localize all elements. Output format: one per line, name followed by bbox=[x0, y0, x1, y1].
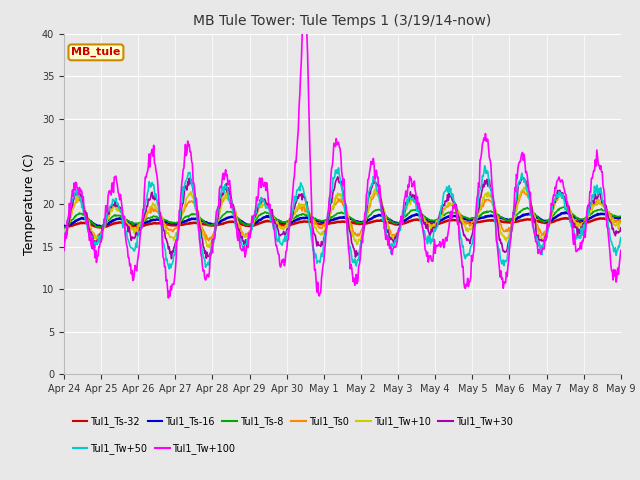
Legend: Tul1_Tw+50, Tul1_Tw+100: Tul1_Tw+50, Tul1_Tw+100 bbox=[69, 440, 239, 458]
Title: MB Tule Tower: Tule Temps 1 (3/19/14-now): MB Tule Tower: Tule Temps 1 (3/19/14-now… bbox=[193, 14, 492, 28]
Text: MB_tule: MB_tule bbox=[71, 47, 120, 58]
Y-axis label: Temperature (C): Temperature (C) bbox=[23, 153, 36, 255]
